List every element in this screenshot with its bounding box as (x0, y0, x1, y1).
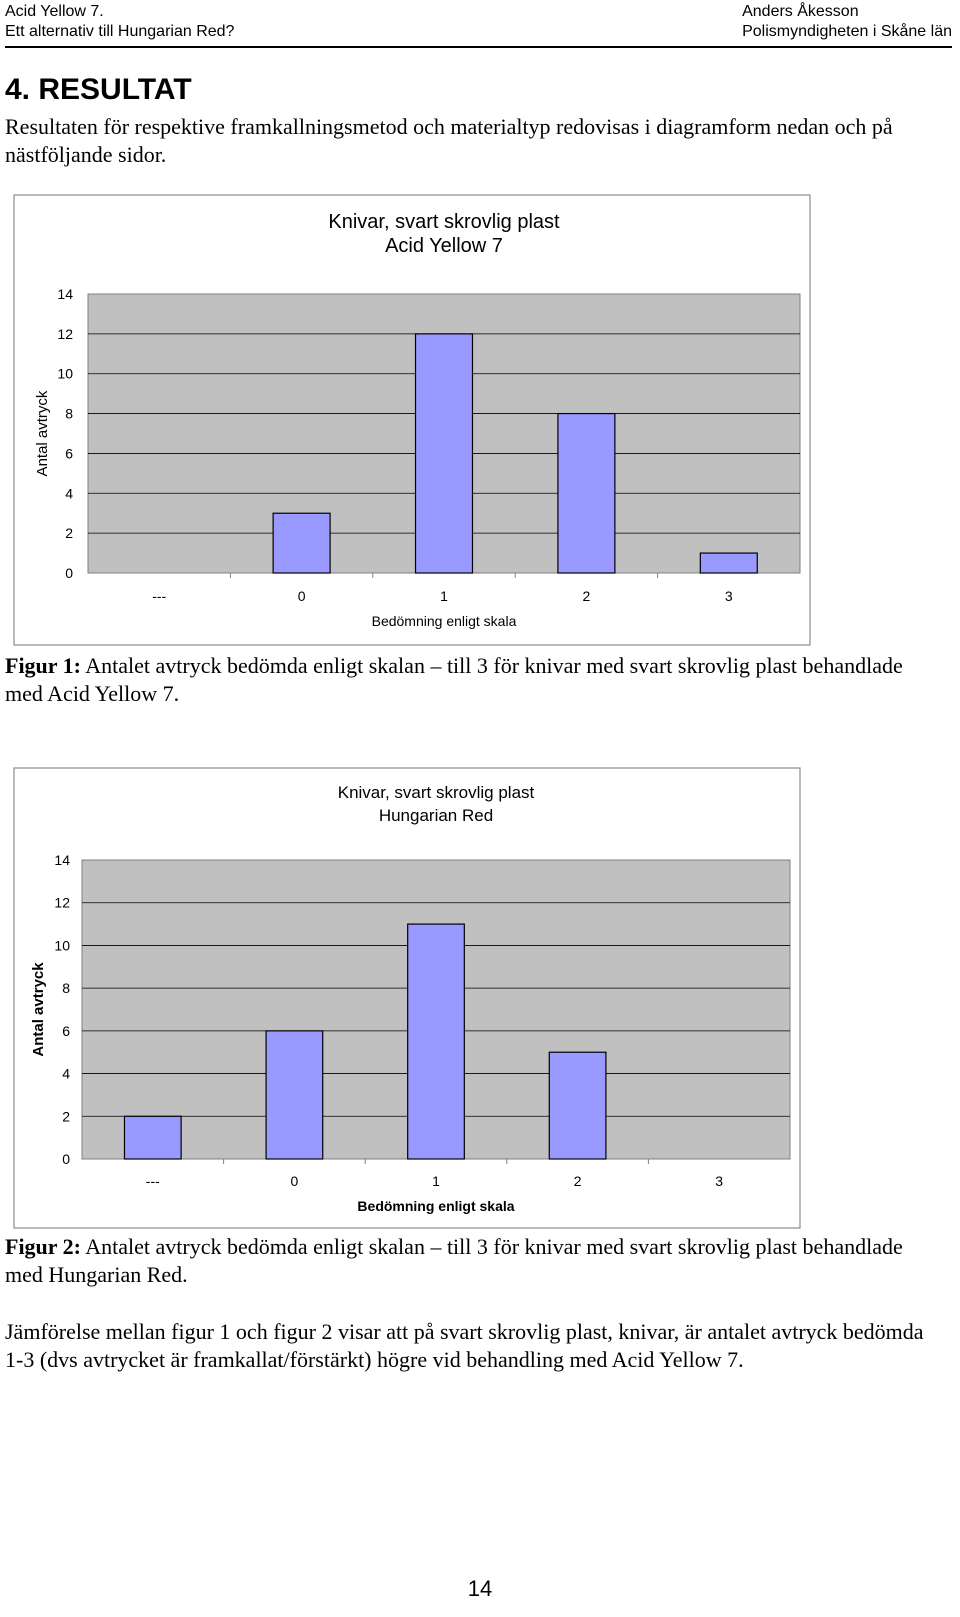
page-number: 14 (467, 1576, 493, 1601)
chart2-x-axis-label: Bedömning enligt skala (357, 1198, 514, 1214)
chart2-title: Knivar, svart skrovlig plast (338, 783, 535, 802)
figure-1-label: Figur 1: (5, 653, 81, 678)
chart2-bar-4 (548, 1051, 607, 1160)
chart2-y-tick-label: 8 (62, 980, 70, 996)
chart1-x-tick-label: --- (152, 588, 166, 604)
chart1-bar-5 (699, 552, 758, 574)
section-title: 4. RESULTAT (5, 73, 192, 106)
chart1-subtitle: Acid Yellow 7 (385, 235, 503, 257)
chart1-y-axis-label: Antal avtryck (34, 390, 51, 476)
figure-1-caption: Figur 1: Antalet avtryck bedömda enligt … (5, 652, 945, 708)
chart2-y-tick-label: 0 (62, 1151, 70, 1167)
chart1-y-tick-label: 12 (57, 326, 73, 342)
chart1-bar-3 (414, 333, 474, 574)
chart1-y-tick-label: 0 (65, 565, 73, 581)
chart2-y-tick-label: 12 (54, 895, 70, 911)
chart1-y-tick-label: 4 (65, 485, 73, 501)
intro-paragraph: Resultaten för respektive framkallningsm… (5, 114, 893, 167)
chart2-x-tick-label: 1 (432, 1173, 440, 1189)
chart1-x-tick-label: 3 (725, 588, 733, 604)
chart1-x-axis-label: Bedömning enligt skala (372, 613, 517, 629)
conclusion-paragraph: Jämförelse mellan figur 1 och figur 2 vi… (5, 1319, 924, 1372)
chart1-y-tick-label: 6 (65, 445, 73, 461)
chart1-x-tick-label: 1 (440, 588, 448, 604)
chart2-bar-2 (265, 1030, 324, 1160)
chart2-y-axis-label: Antal avtryck (30, 962, 47, 1057)
chart2-x-tick-label: --- (146, 1173, 160, 1189)
chart1-x-tick-label: 0 (298, 588, 306, 604)
chart2-x-tick-label: 0 (291, 1173, 299, 1189)
figure-2-caption: Figur 2: Antalet avtryck bedömda enligt … (5, 1233, 945, 1289)
chart2-x-tick-label: 3 (715, 1173, 723, 1189)
chart1-bar-4 (557, 412, 616, 574)
chart2-subtitle: Hungarian Red (379, 806, 493, 825)
header-doc-subtitle: Ett alternativ till Hungarian Red? (5, 23, 235, 40)
chart1-x-tick-label: 2 (583, 588, 591, 604)
chart2-y-tick-label: 4 (62, 1066, 70, 1082)
chart1-y-tick-label: 10 (57, 366, 73, 382)
chart1-title: Knivar, svart skrovlig plast (328, 211, 560, 233)
chart1-y-tick-label: 14 (57, 286, 73, 302)
chart2-y-tick-label: 10 (54, 937, 70, 953)
header-doc-title: Acid Yellow 7. (5, 3, 104, 20)
chart2-x-tick-label: 2 (574, 1173, 582, 1189)
chart2-bar-1 (123, 1115, 182, 1160)
header-author: Anders Åkesson (742, 3, 859, 20)
chart1-bar-2 (272, 512, 331, 574)
chart1-y-tick-label: 8 (65, 406, 73, 422)
chart2-y-tick-label: 2 (62, 1108, 70, 1124)
chart2-y-tick-label: 14 (54, 852, 70, 868)
chart2-y-tick-label: 6 (62, 1023, 70, 1039)
header-left: Acid Yellow 7. Ett alternativ till Hunga… (5, 2, 234, 42)
figure-2-label: Figur 2: (5, 1234, 81, 1259)
chart2-bar-3 (407, 923, 465, 1160)
figure-1-text: Antalet avtryck bedömda enligt skalan – … (5, 653, 903, 706)
header-right: Anders Åkesson Polismyndigheten i Skåne … (742, 2, 952, 42)
header-organization: Polismyndigheten i Skåne län (742, 23, 952, 40)
figure-2-text: Antalet avtryck bedömda enligt skalan – … (5, 1234, 903, 1287)
header-rule (5, 46, 952, 48)
chart1-y-tick-label: 2 (65, 525, 73, 541)
